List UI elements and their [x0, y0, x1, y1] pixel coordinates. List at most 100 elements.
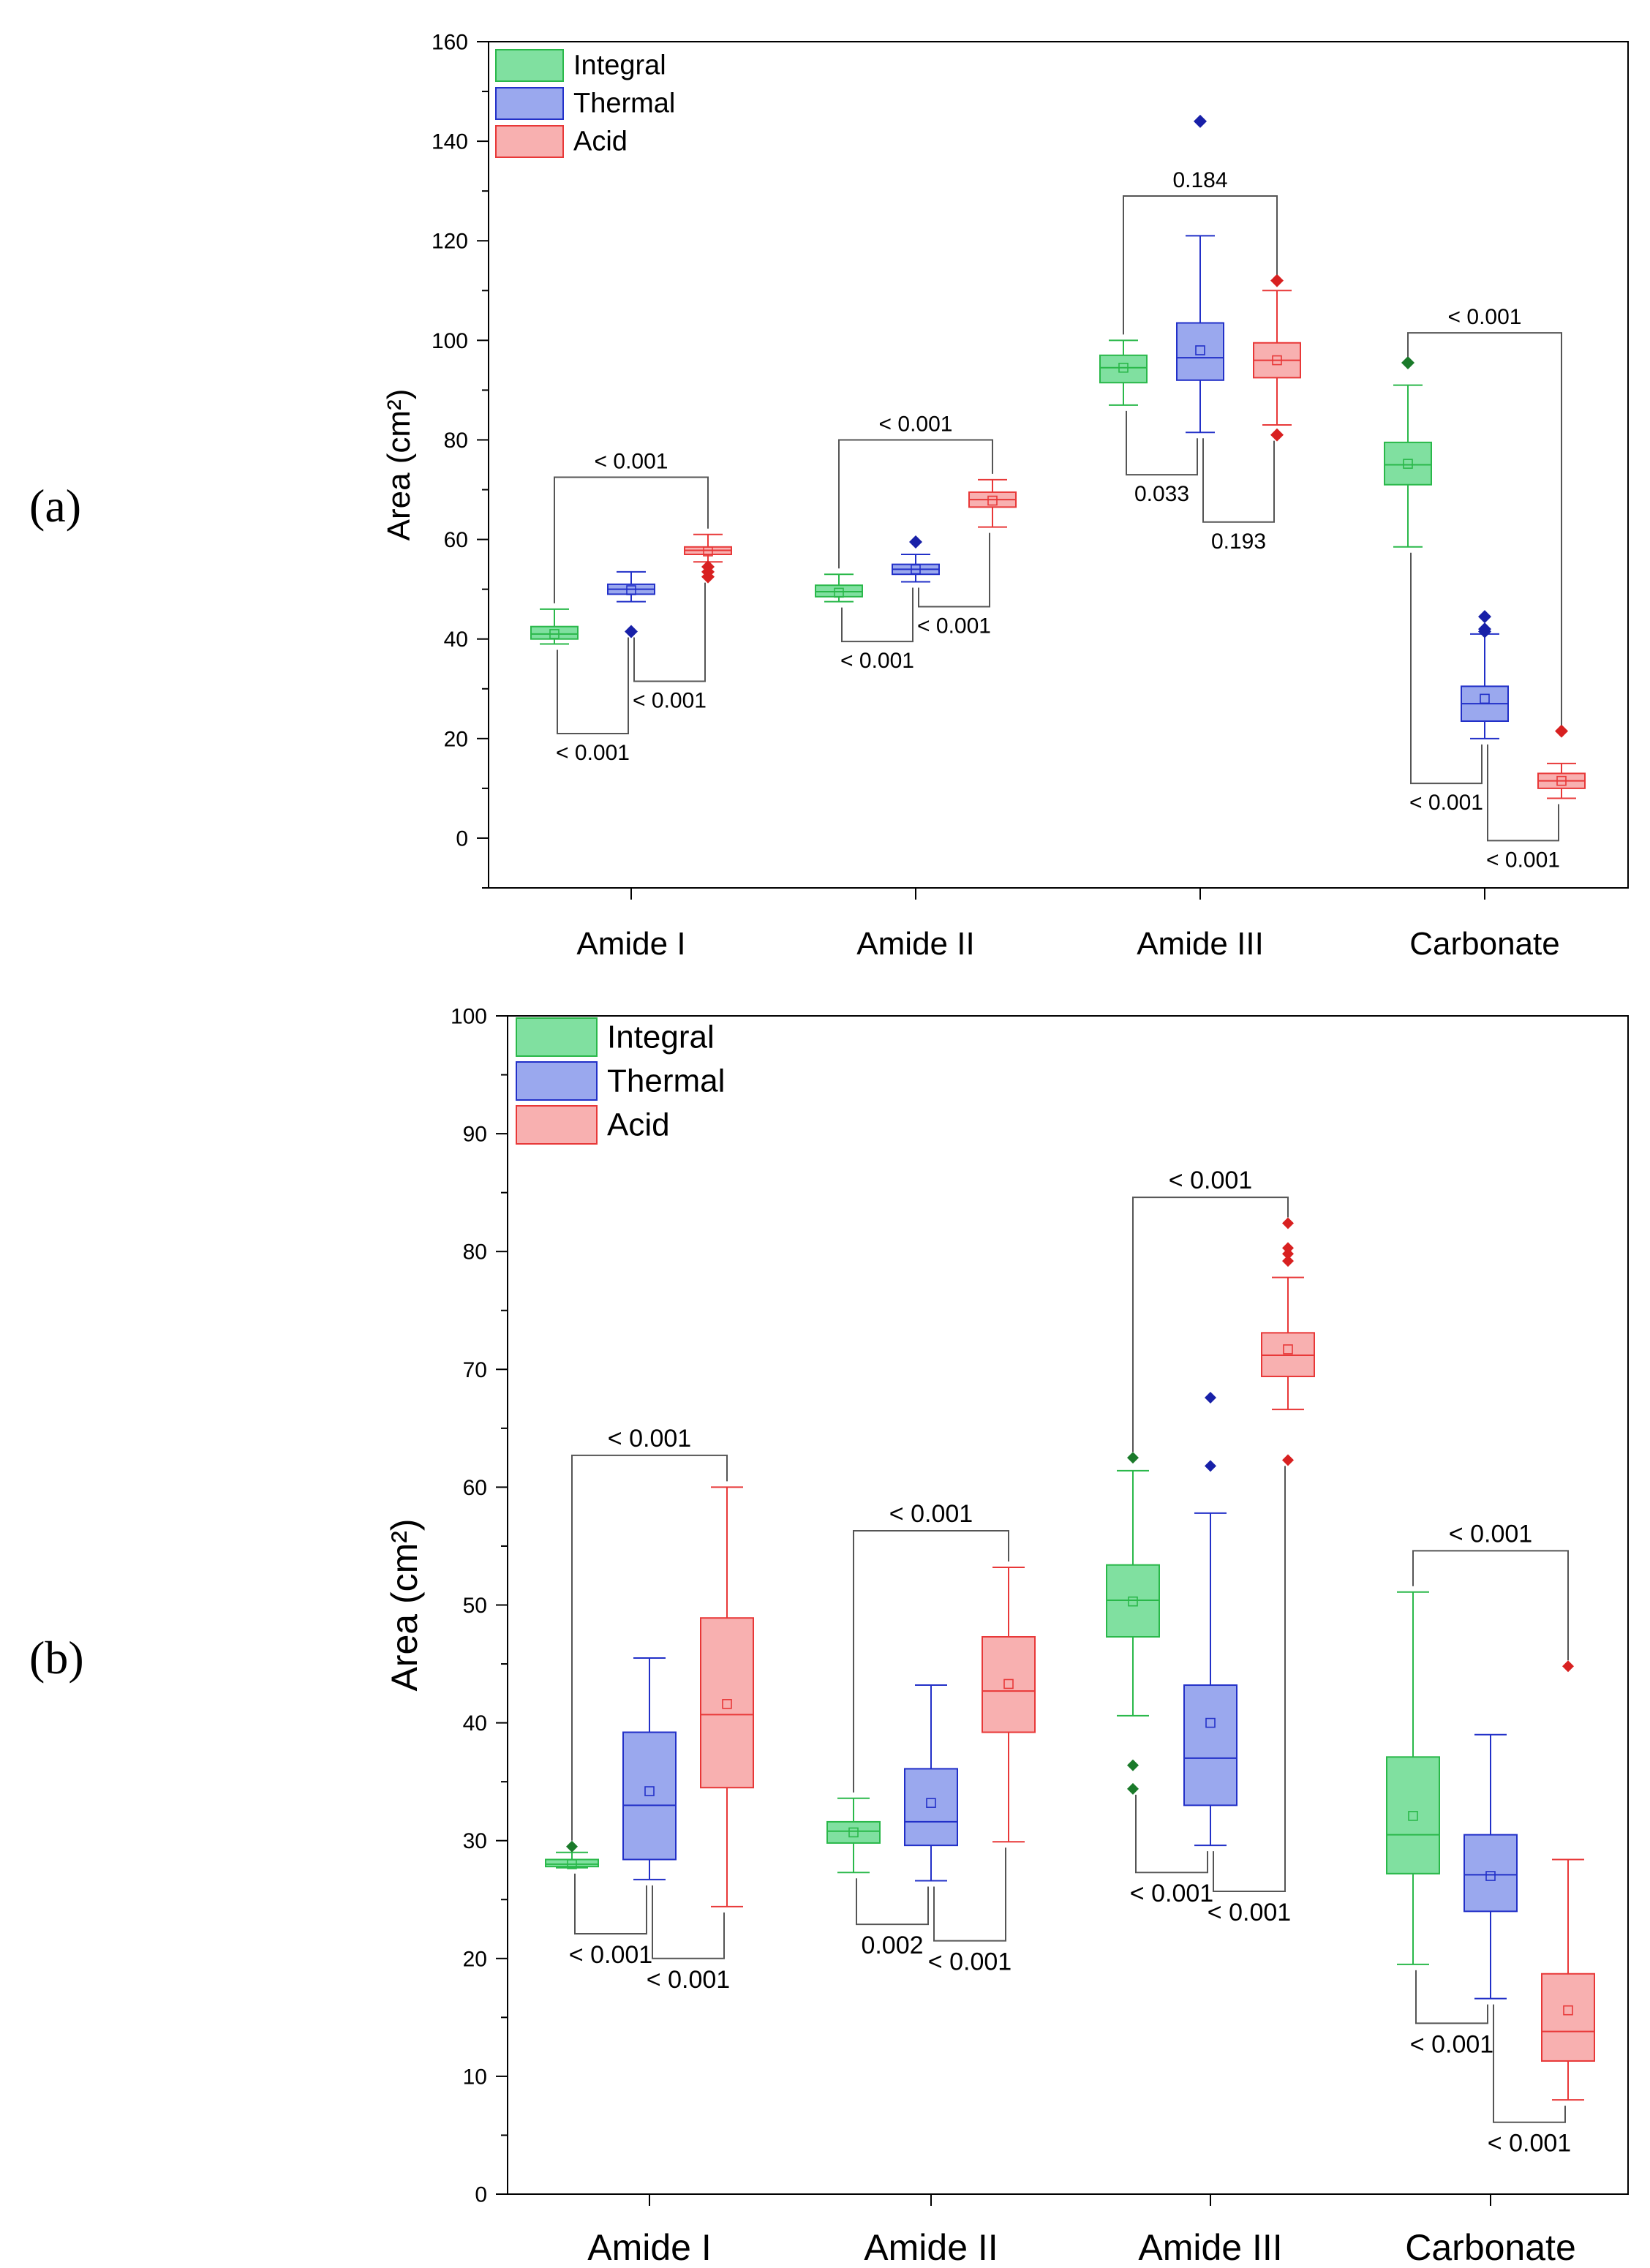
- chart-b-box-thermal-2-outlier: [1205, 1391, 1216, 1404]
- chart-b-bracket-10-label: < 0.001: [1410, 2030, 1493, 2058]
- chart-b-bracket-5: [933, 1847, 1006, 1942]
- chart-b-bracket-0: [571, 1454, 728, 1841]
- chart-b-box-integral-2-outlier: [1127, 1759, 1139, 1771]
- chart-a-ytick-label: 20: [444, 727, 468, 751]
- chart-a-box-integral-3: [1384, 355, 1432, 548]
- chart-b-bracket-1-label: < 0.001: [569, 1941, 652, 1969]
- chart-b-xtick-label: Carbonate: [1405, 2227, 1576, 2268]
- chart-a-box-integral-3-iqr: [1384, 441, 1432, 486]
- chart-a-box-acid-2-outlier: [1270, 274, 1284, 287]
- chart-b-bracket-9-label: < 0.001: [1449, 1520, 1532, 1548]
- chart-b-box-acid-0-iqr: [700, 1617, 754, 1789]
- chart-a-bracket-2-label: < 0.001: [633, 689, 707, 713]
- chart-a-box-thermal-1-outlier: [909, 535, 922, 549]
- chart-b-bracket-11: [1493, 2004, 1566, 2123]
- chart-b-bracket-8: [1213, 1466, 1286, 1892]
- chart-a-box-thermal-2: [1176, 114, 1224, 434]
- chart-a-box-thermal-2-iqr: [1176, 322, 1224, 381]
- chart-b-box-integral-0-mean: [567, 1859, 577, 1869]
- chart-b-bracket-1: [574, 1873, 647, 1934]
- chart-a-box-integral-1-iqr: [815, 584, 863, 598]
- chart-a-bracket-1: [557, 637, 629, 735]
- chart-b-box-thermal-1: [904, 1684, 958, 1882]
- chart-b-box-thermal-2-mean: [1205, 1717, 1216, 1728]
- chart-a-box-thermal-1-mean: [911, 564, 921, 575]
- chart-a-bracket-10-label: < 0.001: [1409, 791, 1483, 815]
- chart-a-box-acid-0-mean: [703, 546, 713, 557]
- chart-a-box-acid-1: [968, 478, 1017, 528]
- chart-b-bracket-4: [856, 1878, 929, 1926]
- chart-a-ytick-label: 140: [432, 130, 468, 154]
- chart-b-box-acid-2-outlier: [1282, 1217, 1294, 1229]
- chart-a-bracket-7-label: 0.033: [1134, 482, 1189, 506]
- chart-a-legend-swatch-acid: [495, 125, 564, 158]
- chart-a-bracket-4-label: < 0.001: [840, 649, 914, 673]
- chart-a-box-acid-3: [1537, 724, 1586, 799]
- chart-b-box-acid-2-mean: [1283, 1344, 1293, 1355]
- chart-a-bracket-3: [838, 439, 993, 569]
- chart-b-box-acid-2: [1261, 1217, 1315, 1466]
- chart-b-box-acid-0-mean: [722, 1699, 732, 1709]
- chart-a-ytick-label: 60: [444, 528, 468, 552]
- chart-b-box-acid-2-outlier: [1282, 1242, 1294, 1254]
- chart-a-box-thermal-1: [892, 535, 940, 583]
- chart-b-bracket-2-label: < 0.001: [647, 1966, 730, 1994]
- chart-a-box-thermal-3-mean: [1480, 693, 1490, 704]
- chart-b-bracket-7: [1135, 1794, 1208, 1874]
- chart-a-ytick-label: 80: [444, 429, 468, 453]
- chart-b-bracket-6-label: < 0.001: [1169, 1167, 1252, 1194]
- chart-b-box-acid-1-iqr: [982, 1635, 1036, 1733]
- chart-b-box-acid-3-mean: [1563, 2005, 1573, 2016]
- chart-b-box-thermal-2-outlier: [1205, 1460, 1216, 1472]
- chart-b-box-acid-1: [982, 1566, 1036, 1843]
- chart-a-bracket-9-label: < 0.001: [1448, 305, 1522, 329]
- chart-a-legend-label-integral: Integral: [573, 50, 666, 81]
- chart-b-bracket-9: [1412, 1550, 1569, 1661]
- chart-a-box-integral-1-mean: [834, 587, 844, 598]
- chart-b-box-thermal-2: [1183, 1391, 1238, 1847]
- chart-a-bracket-1-label: < 0.001: [556, 741, 630, 765]
- chart-a-ytick-label: 120: [432, 230, 468, 254]
- chart-a-ytick-label: 160: [432, 31, 468, 55]
- chart-a-box-acid-3-mean: [1556, 775, 1567, 786]
- chart-a-box-acid-2: [1253, 274, 1301, 442]
- chart-a-box-integral-2-iqr: [1099, 354, 1148, 384]
- chart-b-box-integral-2-outlier: [1127, 1452, 1139, 1464]
- chart-a-box-acid-0-outlier: [701, 560, 715, 574]
- chart-b-box-thermal-3-iqr: [1463, 1834, 1518, 1913]
- chart-a-bracket-6-label: 0.184: [1172, 168, 1227, 192]
- chart-a-bracket-10: [1410, 552, 1483, 785]
- chart-b-bracket-3-label: < 0.001: [889, 1500, 973, 1528]
- panel-label-a: (a): [29, 480, 82, 532]
- chart-b-box-integral-3-mean: [1408, 1811, 1418, 1821]
- chart-b-box-thermal-0-mean: [644, 1786, 655, 1796]
- chart-a-box-thermal-2-outlier: [1194, 114, 1207, 128]
- chart-b-box-integral-0-iqr: [545, 1858, 599, 1868]
- chart-b-ytick-label: 100: [451, 1005, 487, 1029]
- chart-a-box-acid-2-outlier: [1270, 428, 1284, 442]
- chart-b-bracket-10: [1415, 1970, 1488, 2024]
- chart-b-legend-label-integral: Integral: [607, 1020, 715, 1055]
- chart-a-box-integral-0-mean: [549, 629, 560, 639]
- chart-a-box-thermal-2-mean: [1195, 345, 1205, 355]
- chart-b-box-acid-3-outlier: [1562, 1660, 1574, 1673]
- chart-b-box-integral-2: [1106, 1452, 1160, 1795]
- chart-a-bracket-0-label: < 0.001: [595, 450, 668, 474]
- chart-b-bracket-4-label: 0.002: [861, 1932, 923, 1959]
- chart-b-legend-label-thermal: Thermal: [607, 1063, 725, 1099]
- chart-b-xtick-label: Amide II: [864, 2227, 998, 2268]
- chart-b-ytick-label: 60: [463, 1476, 487, 1500]
- chart-a-box-integral-2-mean: [1118, 362, 1129, 373]
- chart-b-box-acid-2-outlier: [1282, 1255, 1294, 1267]
- panel-label-b: (b): [29, 1632, 84, 1684]
- chart-a-xtick-label: Amide III: [1137, 926, 1264, 962]
- chart-b-bracket-11-label: < 0.001: [1488, 2130, 1571, 2158]
- chart-a-xtick-label: Carbonate: [1409, 926, 1559, 962]
- chart-a-bracket-8-label: 0.193: [1211, 530, 1266, 554]
- chart-b-box-integral-0-outlier: [566, 1840, 578, 1853]
- chart-b-ytick-label: 20: [463, 1947, 487, 1971]
- chart-b-xtick-label: Amide I: [587, 2227, 712, 2268]
- chart-b-bracket-0-label: < 0.001: [608, 1425, 691, 1453]
- chart-b-box-thermal-3: [1463, 1733, 1518, 2000]
